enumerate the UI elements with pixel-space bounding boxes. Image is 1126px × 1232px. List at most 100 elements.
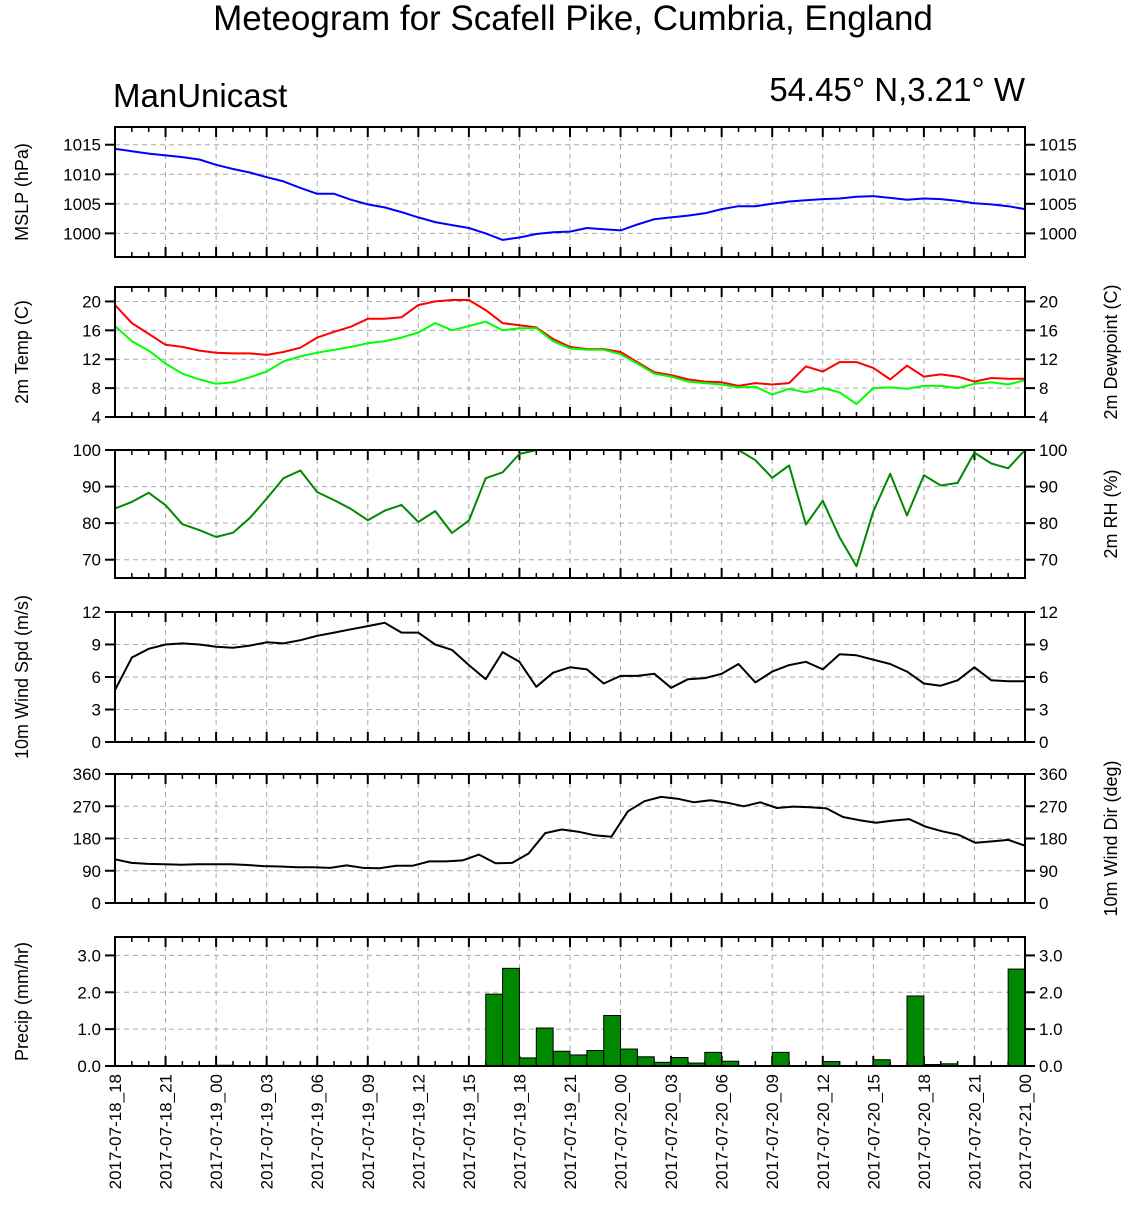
precip-bar bbox=[636, 1056, 655, 1067]
y-tick-label-left: 3 bbox=[92, 701, 101, 720]
x-tick-label: 2017-07-19_12 bbox=[409, 1074, 428, 1189]
y-axis-label-left: 10m Wind Spd (m/s) bbox=[12, 595, 32, 759]
y-tick-label-right: 3 bbox=[1039, 701, 1048, 720]
y-tick-label-right: 9 bbox=[1039, 636, 1048, 655]
y-axis-label-left: 2m Temp (C) bbox=[12, 300, 32, 404]
precip-bar bbox=[670, 1057, 689, 1067]
precip-bar bbox=[704, 1051, 723, 1067]
y-tick-label-right: 360 bbox=[1039, 765, 1067, 784]
series-line-temp bbox=[114, 299, 1025, 387]
y-tick-label-left: 1010 bbox=[63, 165, 101, 184]
y-tick-label-right: 0 bbox=[1039, 733, 1048, 752]
y-tick-label-right: 16 bbox=[1039, 321, 1058, 340]
y-tick-label-left: 12 bbox=[82, 350, 101, 369]
y-tick-label-right: 90 bbox=[1039, 862, 1058, 881]
chart-title: Meteogram for Scafell Pike, Cumbria, Eng… bbox=[213, 0, 933, 38]
y-tick-label-right: 1.0 bbox=[1039, 1020, 1063, 1039]
x-tick-label: 2017-07-20_21 bbox=[965, 1074, 984, 1189]
y-tick-label-left: 0 bbox=[92, 894, 101, 913]
model-name: ManUnicast bbox=[113, 77, 287, 114]
precip-bar bbox=[502, 967, 520, 1067]
panel-mslp: 1000 1000 1005 1005 1010 1010 1015 1015 MSLP (hP… bbox=[12, 126, 1077, 258]
y-tick-label-left: 6 bbox=[92, 668, 101, 687]
panel-frame bbox=[114, 936, 1026, 1067]
precip-bar bbox=[586, 1050, 605, 1067]
precip-bar bbox=[906, 995, 925, 1067]
y-tick-label-right: 1010 bbox=[1039, 165, 1077, 184]
y-tick-label-right: 1000 bbox=[1039, 224, 1077, 243]
x-tick-label: 2017-07-19_21 bbox=[561, 1074, 580, 1189]
y-tick-label-left: 4 bbox=[92, 408, 101, 427]
y-tick-label-right: 4 bbox=[1039, 408, 1048, 427]
panel-frame bbox=[114, 773, 1026, 904]
y-tick-label-left: 12 bbox=[82, 603, 101, 622]
precip-bar bbox=[1007, 968, 1026, 1067]
y-tick-label-left: 70 bbox=[82, 551, 101, 570]
y-tick-label-right: 20 bbox=[1039, 292, 1058, 311]
series-line-wind_speed bbox=[114, 621, 1025, 691]
y-tick-label-right: 1005 bbox=[1039, 195, 1077, 214]
y-tick-label-left: 100 bbox=[73, 441, 101, 460]
panel-frame bbox=[114, 611, 1026, 743]
panel-precip: 0.0 0.0 1.0 1.0 2.0 2.0 3.0 3.0 Precip (mm/hr) bbox=[12, 936, 1063, 1076]
x-tick-label: 2017-07-20_06 bbox=[713, 1074, 732, 1189]
y-tick-label-left: 1000 bbox=[63, 224, 101, 243]
y-tick-label-left: 9 bbox=[92, 636, 101, 655]
x-tick-label: 2017-07-18_18 bbox=[106, 1074, 125, 1189]
y-tick-label-left: 2.0 bbox=[77, 983, 101, 1002]
y-tick-label-left: 16 bbox=[82, 321, 101, 340]
precip-bar bbox=[535, 1027, 554, 1067]
y-tick-label-left: 90 bbox=[82, 862, 101, 881]
y-tick-label-right: 2.0 bbox=[1039, 983, 1063, 1002]
panel-frame bbox=[114, 126, 1026, 258]
y-axis-label-right: 2m RH (%) bbox=[1101, 470, 1121, 559]
x-tick-label: 2017-07-20_18 bbox=[915, 1074, 934, 1189]
series-line-temp bbox=[114, 320, 1026, 405]
panel-frame bbox=[114, 449, 1026, 579]
y-tick-label-right: 12 bbox=[1039, 603, 1058, 622]
y-tick-label-left: 270 bbox=[73, 797, 101, 816]
panel-rh: 70 70 80 80 90 90 100 100 2m RH (%) bbox=[73, 441, 1121, 579]
precip-bar bbox=[518, 1057, 537, 1067]
y-tick-label-left: 0.0 bbox=[77, 1057, 101, 1076]
x-tick-label: 2017-07-20_15 bbox=[864, 1074, 883, 1189]
y-tick-label-left: 1.0 bbox=[77, 1020, 101, 1039]
precip-bar bbox=[603, 1015, 622, 1067]
y-tick-label-left: 0 bbox=[92, 733, 101, 752]
y-tick-label-left: 1005 bbox=[63, 195, 101, 214]
y-tick-label-right: 3.0 bbox=[1039, 946, 1063, 965]
y-tick-label-right: 100 bbox=[1039, 441, 1067, 460]
y-tick-label-right: 1015 bbox=[1039, 136, 1077, 155]
panel-wind_dir: 0 0 90 90 180 180 270 270 360 360 10m Wind Dir (de… bbox=[73, 760, 1121, 916]
y-tick-label-right: 0 bbox=[1039, 894, 1048, 913]
y-tick-label-right: 70 bbox=[1039, 551, 1058, 570]
location-coordinates: 54.45° N,3.21° W bbox=[769, 71, 1026, 108]
x-tick-label: 2017-07-20_09 bbox=[763, 1074, 782, 1189]
y-tick-label-right: 90 bbox=[1039, 478, 1058, 497]
x-tick-label: 2017-07-20_12 bbox=[814, 1074, 833, 1189]
precip-bar bbox=[771, 1051, 790, 1067]
x-tick-label: 2017-07-21_00 bbox=[1016, 1074, 1035, 1189]
panel-temp: 4 4 8 8 12 12 16 16 20 20 2m Temp (C) 2m Dewpoint (… bbox=[12, 284, 1121, 427]
y-tick-label-left: 90 bbox=[82, 478, 101, 497]
y-tick-label-right: 270 bbox=[1039, 797, 1067, 816]
y-axis-label-left: Precip (mm/hr) bbox=[12, 942, 32, 1061]
y-tick-label-left: 20 bbox=[82, 292, 101, 311]
y-tick-label-left: 180 bbox=[73, 830, 101, 849]
y-tick-label-left: 1015 bbox=[63, 136, 101, 155]
series-line-wind_dir bbox=[114, 795, 1026, 870]
x-tick-label: 2017-07-19_15 bbox=[460, 1074, 479, 1189]
x-tick-label: 2017-07-19_09 bbox=[359, 1074, 378, 1189]
precip-bar bbox=[485, 993, 504, 1067]
y-tick-label-right: 8 bbox=[1039, 379, 1048, 398]
x-tick-label: 2017-07-20_03 bbox=[662, 1074, 681, 1189]
y-tick-label-left: 3.0 bbox=[77, 946, 101, 965]
x-tick-label: 2017-07-19_00 bbox=[207, 1074, 226, 1189]
x-tick-label: 2017-07-19_18 bbox=[510, 1074, 529, 1189]
precip-bar bbox=[569, 1054, 588, 1067]
y-tick-label-right: 6 bbox=[1039, 668, 1048, 687]
precip-bar bbox=[552, 1050, 571, 1067]
y-tick-label-left: 80 bbox=[82, 514, 101, 533]
